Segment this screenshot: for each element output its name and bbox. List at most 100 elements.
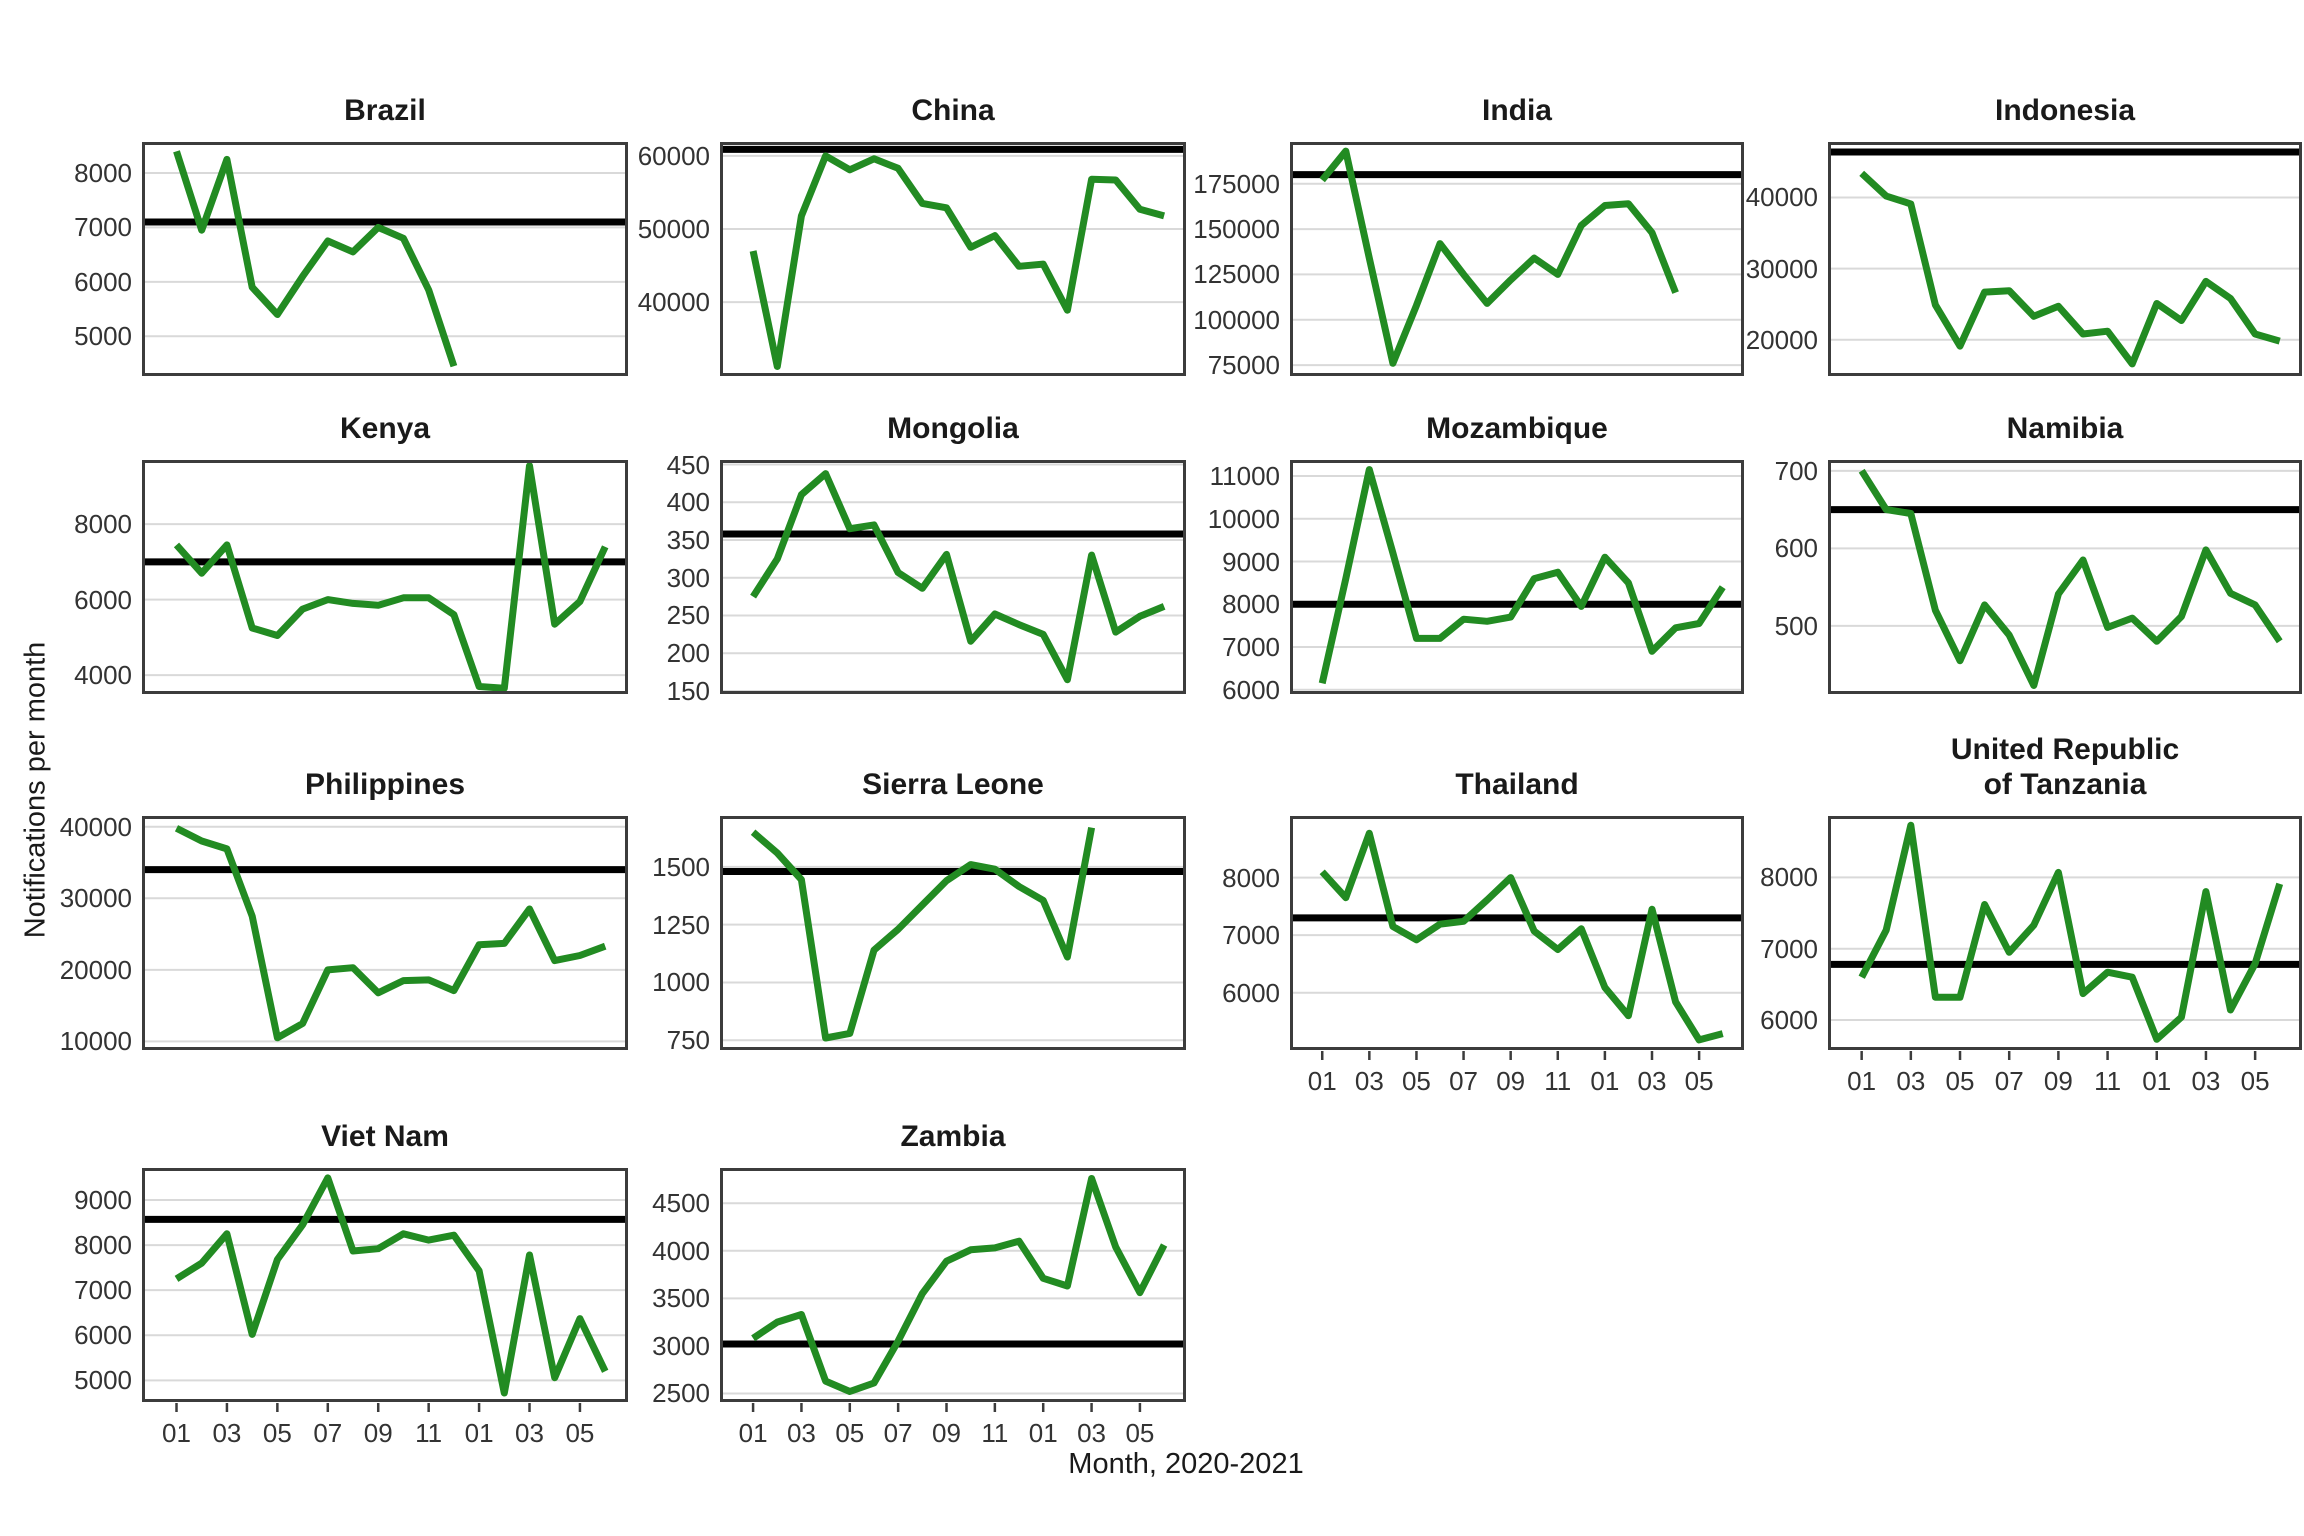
chart-china — [720, 142, 1186, 376]
x-tick-label: 05 — [1684, 1066, 1714, 1096]
data-line — [750, 470, 1166, 684]
chart-mongolia — [720, 460, 1186, 694]
chart-area-united-republic-of-tanzania: 6000 7000 8000 — [1744, 816, 2302, 1062]
facet-title-line: Zambia — [900, 1119, 1006, 1153]
x-tick-label: 01 — [1307, 1066, 1337, 1096]
y-tick-label: 4000 — [652, 1235, 710, 1266]
facet-title-line: Mongolia — [887, 411, 1019, 445]
facet-brazil: Brazil 5000 6000 7000 8000 — [70, 92, 628, 388]
facet-united-republic-of-tanzania: United Republic of Tanzania 6000 7000 8000 01… — [1744, 728, 2302, 1096]
y-tick-label: 3500 — [652, 1283, 710, 1314]
x-tick-label: 05 — [262, 1418, 292, 1448]
y-tick-label: 200 — [666, 638, 710, 669]
x-axis-labels-united-republic-of-tanzania: 01 03 05 07 09 11 01 03 05 — [1744, 1062, 2302, 1096]
x-tick-label: 05 — [1125, 1418, 1155, 1448]
y-tick-label: 50000 — [637, 214, 710, 245]
facet-title-india: India — [1290, 92, 1744, 142]
x-tick-label: 01 — [738, 1418, 768, 1448]
facet-title-thailand: Thailand — [1290, 728, 1744, 816]
chart-kenya — [142, 460, 628, 694]
y-tick-label: 6000 — [1222, 674, 1280, 705]
x-tick-label: 01 — [2142, 1066, 2172, 1096]
x-tick-label: 11 — [1544, 1066, 1572, 1096]
chart-mozambique — [1290, 460, 1744, 694]
facet-title-line: Philippines — [304, 767, 466, 801]
y-axis-philippines: 10000 20000 30000 40000 — [60, 812, 142, 1062]
facet-title-mongolia: Mongolia — [720, 410, 1186, 460]
y-axis-indonesia: 20000 30000 40000 — [1744, 142, 1828, 388]
panel-border — [1828, 460, 2302, 694]
y-axis-mozambique: 6000 7000 8000 9000 10000 11000 — [1186, 460, 1290, 706]
chart-india — [1290, 142, 1744, 376]
panel-border — [1828, 816, 2302, 1050]
facet-title-line: United Republic — [1950, 733, 2180, 766]
y-tick-label: 1250 — [652, 909, 710, 940]
y-axis-mongolia: 150 200 250 300 350 400 450 — [628, 450, 720, 706]
chart-sierra-leone — [720, 816, 1186, 1050]
facet-title-line: Namibia — [2006, 411, 2124, 445]
panel-border — [720, 816, 1186, 1050]
y-tick-label: 6000 — [74, 1320, 132, 1351]
chart-zambia — [720, 1168, 1186, 1412]
y-tick-label: 11000 — [1209, 461, 1280, 492]
x-tick-label: 09 — [932, 1418, 961, 1448]
data-line — [174, 1174, 609, 1397]
facet-title-mozambique: Mozambique — [1290, 410, 1744, 460]
x-tick-label: 01 — [1847, 1066, 1877, 1096]
chart-namibia — [1828, 460, 2302, 694]
y-tick-label: 4000 — [74, 660, 132, 691]
y-tick-label: 30000 — [59, 883, 132, 914]
chart-indonesia — [1828, 142, 2302, 376]
y-tick-label: 6000 — [1222, 977, 1280, 1008]
y-axis-kenya: 4000 6000 8000 — [70, 460, 142, 706]
facet-indonesia: Indonesia 20000 30000 40000 — [1744, 92, 2302, 388]
data-line — [1319, 147, 1679, 367]
y-tick-label: 40000 — [59, 811, 132, 842]
facet-title-line: Viet Nam — [321, 1119, 449, 1153]
facet-mozambique: Mozambique 6000 7000 8000 9000 10000 11000 — [1186, 410, 1744, 706]
y-tick-label: 7000 — [1222, 631, 1280, 662]
facet-title-line: Thailand — [1455, 767, 1579, 801]
y-tick-label: 7000 — [74, 212, 132, 243]
x-tick-label: 03 — [2191, 1066, 2221, 1096]
chart-area-sierra-leone: 750 1000 1250 1500 — [628, 816, 1186, 1062]
x-tick-label: 05 — [565, 1418, 595, 1448]
y-tick-label: 6000 — [74, 266, 132, 297]
facet-title-line: Kenya — [339, 411, 431, 445]
panel-border — [142, 1168, 628, 1402]
x-tick-label: 03 — [515, 1418, 544, 1448]
facet-title-brazil: Brazil — [142, 92, 628, 142]
y-tick-label: 9000 — [1222, 546, 1280, 577]
data-line — [751, 1175, 1168, 1395]
y-tick-label: 6000 — [74, 584, 132, 615]
data-line — [1859, 170, 2281, 368]
y-tick-label: 40000 — [1745, 182, 1818, 213]
x-tick-label: 05 — [1945, 1066, 1975, 1096]
data-line — [174, 825, 607, 1042]
panel-border — [1828, 142, 2302, 376]
facet-namibia: Namibia 500 600 700 — [1744, 410, 2302, 706]
y-tick-label: 8000 — [1222, 862, 1280, 893]
panel-border — [142, 816, 628, 1050]
facet-india: India 75000 100000 125000 150000 175000 — [1186, 92, 1744, 388]
x-tick-label: 07 — [1994, 1066, 2024, 1096]
facet-title-namibia: Namibia — [1828, 410, 2302, 460]
data-line — [1319, 829, 1724, 1044]
y-tick-label: 30000 — [1745, 253, 1818, 284]
facet-china: China 40000 50000 60000 — [628, 92, 1186, 388]
y-tick-label: 350 — [666, 525, 710, 555]
data-line — [173, 150, 458, 368]
x-axis-labels-viet-nam: 01 03 05 07 09 11 01 03 05 — [70, 1414, 628, 1448]
x-axis-labels-thailand: 01 03 05 07 09 11 01 03 05 — [1186, 1062, 1744, 1096]
chart-area-mozambique: 6000 7000 8000 9000 10000 11000 — [1186, 460, 1744, 706]
y-tick-label: 8000 — [1222, 589, 1280, 620]
panel-border — [1290, 142, 1744, 376]
y-axis-united-republic-of-tanzania: 6000 7000 8000 — [1744, 816, 1828, 1062]
y-tick-label: 7000 — [74, 1275, 132, 1306]
y-tick-label: 450 — [666, 449, 710, 480]
y-tick-label: 8000 — [74, 1230, 132, 1261]
y-tick-label: 5000 — [74, 321, 132, 352]
data-line — [749, 152, 1166, 370]
panel-border — [1290, 816, 1744, 1050]
x-tick-label: 07 — [1449, 1066, 1478, 1096]
